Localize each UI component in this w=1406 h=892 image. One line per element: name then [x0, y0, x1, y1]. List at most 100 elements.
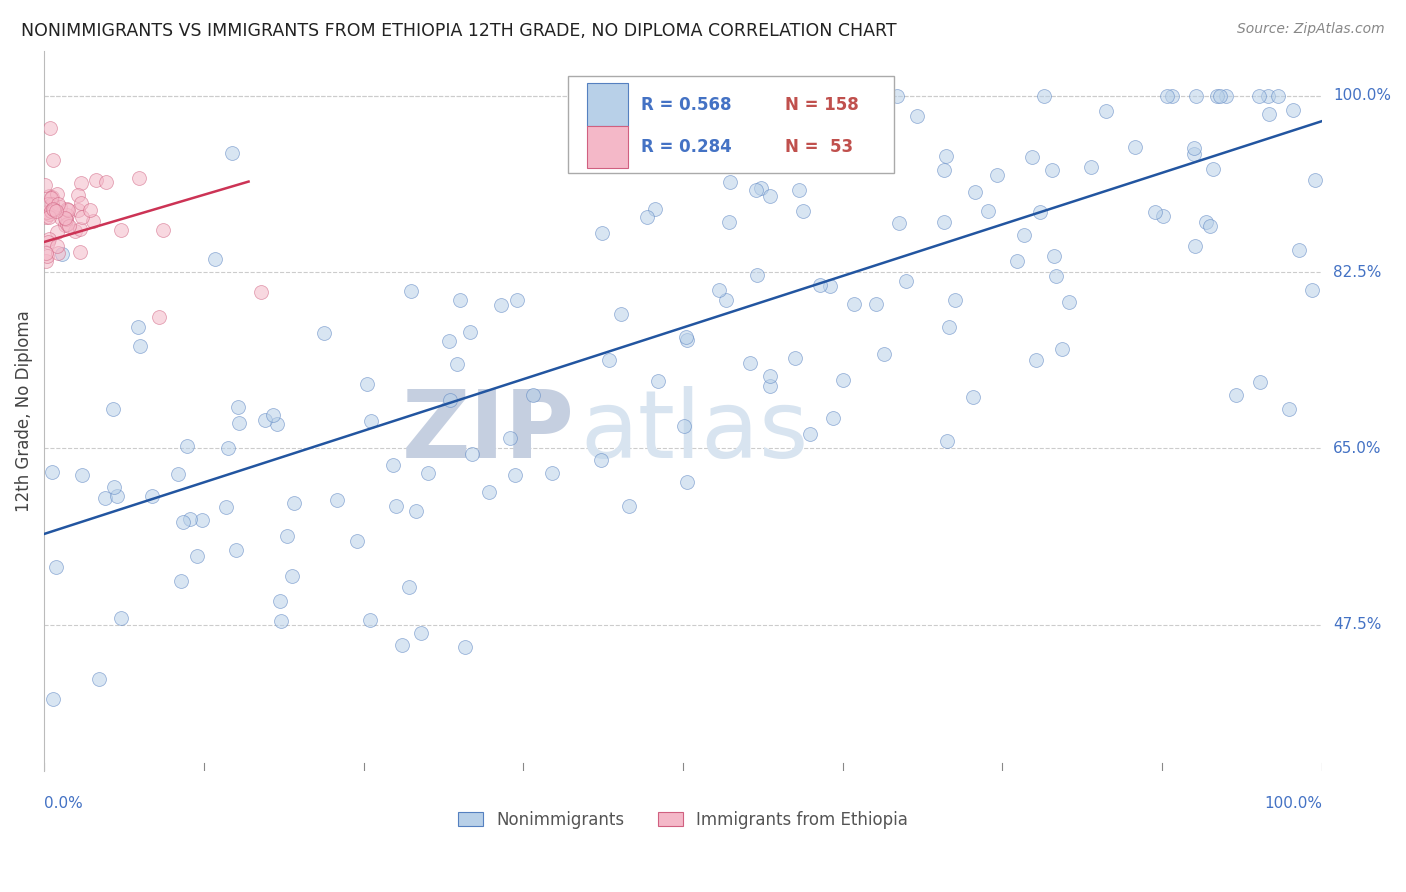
- Point: [356, 377, 378, 392]
- Point: [1258, 107, 1281, 121]
- Point: [907, 109, 929, 123]
- Point: [1161, 89, 1184, 103]
- Point: [110, 611, 132, 625]
- Point: [865, 296, 887, 310]
- Point: [45, 187, 67, 202]
- Point: [409, 625, 432, 640]
- Point: [932, 163, 955, 178]
- Point: [35, 249, 58, 263]
- Point: [221, 146, 243, 161]
- Y-axis label: 12th Grade, No Diploma: 12th Grade, No Diploma: [15, 310, 32, 511]
- Point: [783, 351, 806, 365]
- Text: R = 0.284: R = 0.284: [641, 138, 731, 156]
- Point: [39, 121, 62, 136]
- Point: [820, 279, 842, 293]
- Point: [499, 431, 522, 445]
- Text: NONIMMIGRANTS VS IMMIGRANTS FROM ETHIOPIA 12TH GRADE, NO DIPLOMA CORRELATION CHA: NONIMMIGRANTS VS IMMIGRANTS FROM ETHIOPI…: [21, 22, 897, 40]
- Point: [896, 274, 918, 288]
- Point: [266, 417, 288, 432]
- Text: 65.0%: 65.0%: [1333, 441, 1382, 456]
- Point: [191, 513, 214, 527]
- Point: [1032, 89, 1054, 103]
- Point: [70, 468, 93, 483]
- Point: [89, 673, 111, 687]
- Point: [1028, 205, 1050, 219]
- Text: N = 158: N = 158: [785, 95, 859, 113]
- Point: [399, 284, 422, 298]
- Point: [49, 211, 72, 226]
- Point: [759, 189, 782, 203]
- Text: ZIP: ZIP: [402, 386, 575, 478]
- Point: [141, 489, 163, 503]
- Point: [34, 178, 56, 193]
- Point: [42, 692, 65, 706]
- Point: [270, 614, 292, 628]
- Point: [66, 188, 89, 202]
- Point: [37, 205, 59, 219]
- Point: [1288, 244, 1310, 258]
- Point: [491, 298, 513, 312]
- Point: [45, 203, 67, 218]
- Point: [1025, 353, 1047, 368]
- Point: [129, 338, 152, 352]
- Point: [46, 246, 69, 260]
- Point: [70, 210, 93, 224]
- Point: [676, 334, 699, 348]
- Point: [1209, 89, 1232, 103]
- Point: [1021, 151, 1043, 165]
- Point: [93, 491, 115, 506]
- Point: [591, 453, 613, 467]
- Point: [254, 413, 277, 427]
- Point: [56, 202, 79, 217]
- Point: [263, 408, 285, 422]
- Text: atlas: atlas: [581, 386, 808, 478]
- Point: [714, 293, 737, 307]
- Point: [1052, 343, 1074, 357]
- Point: [1206, 89, 1229, 103]
- Point: [793, 89, 815, 103]
- Point: [962, 390, 984, 404]
- Point: [56, 217, 79, 231]
- FancyBboxPatch shape: [588, 84, 628, 126]
- Point: [738, 356, 761, 370]
- Point: [636, 210, 658, 224]
- Point: [1152, 210, 1174, 224]
- Point: [934, 214, 956, 228]
- Point: [382, 458, 405, 472]
- Point: [391, 638, 413, 652]
- Point: [38, 211, 60, 225]
- Point: [215, 500, 238, 514]
- Point: [458, 326, 481, 340]
- Point: [39, 204, 62, 219]
- Point: [405, 504, 427, 518]
- Point: [889, 216, 911, 230]
- Point: [1182, 141, 1205, 155]
- Point: [749, 181, 772, 195]
- Point: [1184, 239, 1206, 253]
- Point: [360, 414, 382, 428]
- Point: [226, 401, 249, 415]
- Text: 47.5%: 47.5%: [1333, 617, 1381, 632]
- Point: [152, 223, 174, 237]
- Point: [1095, 104, 1118, 119]
- FancyBboxPatch shape: [568, 76, 894, 173]
- Point: [69, 222, 91, 236]
- Point: [79, 202, 101, 217]
- Point: [610, 307, 633, 321]
- Point: [1156, 89, 1178, 103]
- Point: [963, 186, 986, 200]
- Point: [565, 134, 588, 148]
- Point: [707, 283, 730, 297]
- Point: [675, 329, 697, 343]
- Point: [312, 326, 335, 341]
- Point: [82, 213, 104, 227]
- Point: [41, 190, 63, 204]
- Point: [103, 480, 125, 494]
- Point: [63, 223, 86, 237]
- Point: [384, 499, 406, 513]
- Point: [1043, 249, 1066, 263]
- Point: [41, 153, 63, 168]
- Point: [49, 200, 72, 214]
- Point: [759, 368, 782, 383]
- Point: [42, 202, 65, 216]
